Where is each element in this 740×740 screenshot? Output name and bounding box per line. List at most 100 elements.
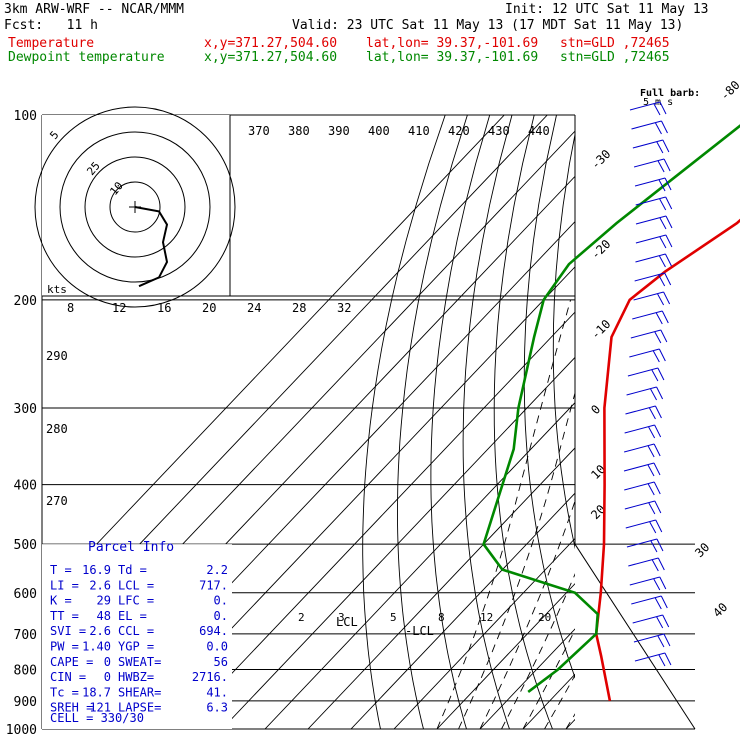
- wind-barb-flag: [657, 293, 665, 306]
- isotherm-line: [522, 673, 575, 729]
- hodograph-ring: [59, 131, 211, 283]
- pressure-label-700: 700: [14, 628, 37, 643]
- theta-label-left: 270: [46, 494, 68, 508]
- wind-barb: [627, 367, 659, 377]
- wind-barb-flag: [659, 217, 667, 230]
- isotherm-label-right: 30: [692, 540, 712, 560]
- valid-time: Valid: 23 UTC Sat 11 May 13 (17 MDT Sat …: [292, 18, 684, 33]
- parcel-info-value: 18.7: [82, 685, 111, 699]
- parcel-info-key: LI =: [50, 578, 79, 592]
- temperature-latlon: lat,lon= 39.37,-101.69: [366, 36, 539, 51]
- theta-label: 430: [488, 124, 510, 138]
- isotherm-line: [436, 583, 575, 729]
- pressure-label-300: 300: [14, 402, 37, 417]
- parcel-info-value: 1.40: [82, 640, 111, 654]
- theta-label: 390: [328, 124, 350, 138]
- wind-barb: [635, 215, 667, 225]
- parcel-info-key: LAPSE=: [118, 701, 161, 715]
- hodograph-units: kts: [47, 283, 67, 296]
- wind-barb-flag: [665, 215, 673, 229]
- hodograph-speed-label: 28: [292, 301, 306, 315]
- wind-barb-flag: [657, 367, 665, 381]
- dry-adiabat-line: [686, 115, 740, 729]
- hodograph-speed-label: 12: [112, 301, 126, 315]
- barb-legend: Full barb:: [640, 88, 700, 99]
- parcel-info-key: T =: [50, 563, 72, 577]
- wind-barb: [630, 329, 661, 339]
- isotherm-line: [695, 115, 740, 729]
- pressure-label-600: 600: [14, 587, 37, 602]
- wind-barb-flag: [659, 255, 666, 268]
- hodograph-speed-label: 32: [337, 301, 351, 315]
- parcel-info-key: SVI =: [50, 624, 86, 638]
- parcel-info-key: SHEAR=: [118, 685, 161, 699]
- wind-barb: [635, 196, 666, 206]
- wind-barb-flag: [650, 540, 658, 553]
- isotherm-line: [307, 447, 575, 729]
- wind-barb-flag: [647, 464, 655, 477]
- wind-barb: [632, 614, 663, 624]
- dewpoint-profile: [482, 124, 740, 693]
- wind-barb: [631, 120, 662, 130]
- wind-barb: [634, 177, 666, 187]
- dry-adiabat-line: [609, 115, 725, 729]
- wind-barb-flag: [653, 103, 661, 116]
- hodograph-speed-label: 16: [157, 301, 171, 315]
- wind-barb: [632, 310, 663, 320]
- lcl-label: LCL: [336, 615, 358, 629]
- wind-barb-flag: [649, 521, 657, 534]
- wind-barb-flag: [658, 348, 666, 362]
- wind-barb-flag: [647, 445, 655, 458]
- dry-adiabat-line: [523, 115, 575, 679]
- parcel-info-value: 6.3: [206, 701, 228, 715]
- mixing-ratio-label: 12: [480, 611, 493, 624]
- parcel-info-value: 0.: [214, 594, 228, 608]
- wind-barb: [632, 139, 664, 149]
- hodograph-background: [42, 115, 230, 296]
- parcel-info-value: 48: [97, 609, 111, 623]
- theta-label: 380: [288, 124, 310, 138]
- dry-adiabat-line: [397, 115, 468, 729]
- moist-adiabat-line: [609, 300, 740, 729]
- hodograph-speed-label: 8: [67, 301, 74, 315]
- isotherm-line: [393, 537, 575, 729]
- plot-right-slant-border: [574, 543, 696, 730]
- theta-label-left: 280: [46, 422, 68, 436]
- moist-adiabat-line: [544, 674, 575, 729]
- mixing-ratio-label: 5: [390, 611, 397, 624]
- wind-barb: [626, 386, 657, 396]
- wind-barb-flag: [663, 291, 671, 305]
- wind-barb-flag: [659, 101, 667, 115]
- wind-barb: [635, 253, 666, 263]
- parcel-info-value: 717.: [199, 578, 228, 592]
- hodograph-speed-label: 20: [202, 301, 216, 315]
- wind-barb-flag: [649, 407, 656, 420]
- moist-adiabat-line: [479, 499, 575, 729]
- wind-barb-flag: [656, 616, 664, 629]
- parcel-info-key: HWBZ=: [118, 670, 154, 684]
- dry-adiabat-line: [362, 115, 446, 729]
- pressure-label-1000: 1000: [6, 723, 37, 738]
- wind-barb-flag: [665, 234, 673, 248]
- parcel-info-cell: CELL = 330/30: [50, 711, 144, 725]
- hodograph-ring: [84, 156, 186, 258]
- dewpoint-latlon: lat,lon= 39.37,-101.69: [366, 50, 539, 65]
- wind-barb: [634, 272, 665, 282]
- wind-barb-flag: [656, 386, 664, 400]
- wind-barb-flag: [661, 310, 669, 324]
- dry-adiabat-line: [710, 115, 740, 729]
- parcel-info-key: PW =: [50, 640, 79, 654]
- wind-barb-flag: [650, 388, 658, 401]
- isotherm-line: [135, 266, 575, 729]
- wind-barb-flag: [656, 538, 664, 552]
- parcel-info-value: 56: [214, 655, 228, 669]
- wind-barb-flag: [662, 139, 670, 153]
- theta-labels: 370 380 390 400 410 420 430 440 290 280 270: [46, 124, 550, 508]
- temperature-station: stn=GLD ,72465: [560, 36, 670, 51]
- pressure-label-800: 800: [14, 663, 37, 678]
- parcel-info-key: SWEAT=: [118, 655, 161, 669]
- wind-barb-flag: [654, 331, 662, 344]
- wind-barb: [624, 424, 655, 434]
- wind-barb: [629, 576, 660, 586]
